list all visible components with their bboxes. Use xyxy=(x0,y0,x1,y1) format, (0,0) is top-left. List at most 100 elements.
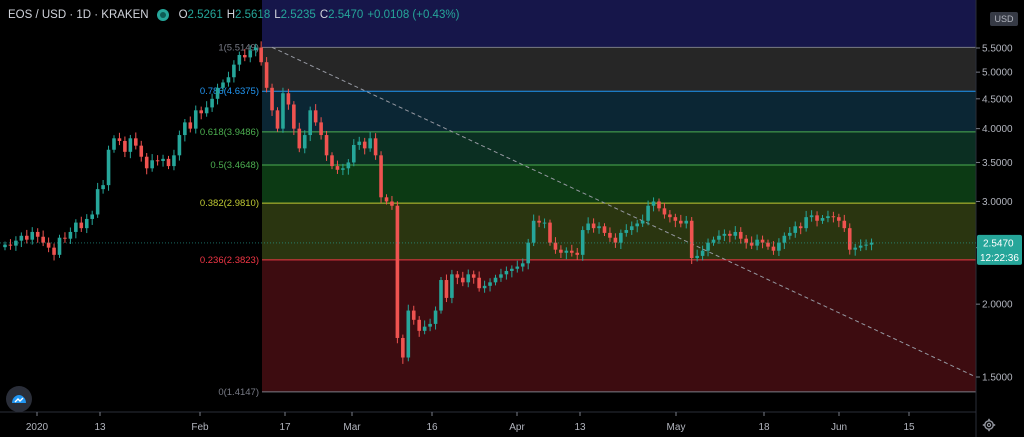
candle-body xyxy=(466,274,471,283)
tradingview-logo-icon[interactable] xyxy=(6,386,32,412)
candle-body xyxy=(101,185,105,190)
candle-body xyxy=(488,282,492,286)
candle xyxy=(466,269,471,288)
candle-body xyxy=(629,226,634,231)
candle xyxy=(406,304,411,362)
candle-body xyxy=(204,107,209,114)
candle xyxy=(264,57,269,93)
candle xyxy=(74,219,78,239)
candle-body xyxy=(243,55,247,58)
candle xyxy=(793,221,798,238)
candle xyxy=(662,202,667,219)
price-axis-bg xyxy=(976,0,1024,437)
candle-body xyxy=(302,135,307,149)
candle-body xyxy=(52,247,56,255)
candle-body xyxy=(84,218,89,229)
candle-body xyxy=(804,217,808,229)
candle-body xyxy=(777,242,781,251)
fib-band-0.236 xyxy=(262,259,976,392)
y-tick-label: 2.0000 xyxy=(982,300,1013,311)
candle xyxy=(553,237,558,254)
candle xyxy=(139,140,144,162)
candle-body xyxy=(798,226,803,229)
candle-body xyxy=(526,242,530,264)
candle xyxy=(52,243,56,261)
candle xyxy=(766,239,770,250)
fib-label-0: 0(1.4147) xyxy=(218,387,259,398)
candle xyxy=(488,278,492,292)
x-tick-label: 13 xyxy=(94,422,106,433)
currency-button[interactable]: USD xyxy=(990,12,1018,26)
candle xyxy=(232,60,236,83)
candle xyxy=(248,45,253,63)
candle xyxy=(477,271,481,292)
fib-band-0.382 xyxy=(262,203,976,260)
candle xyxy=(215,83,220,105)
candle xyxy=(237,51,242,72)
candle xyxy=(635,219,639,233)
candle-body xyxy=(210,98,214,108)
candle xyxy=(204,101,209,117)
candle-body xyxy=(510,268,514,271)
candle xyxy=(711,236,716,246)
candle-body xyxy=(8,244,13,246)
candle-body xyxy=(689,220,694,258)
candle-body xyxy=(19,235,24,241)
candle-body xyxy=(150,160,154,169)
candle xyxy=(820,215,825,224)
x-tick-label: 15 xyxy=(903,422,915,433)
x-tick-label: 13 xyxy=(574,422,586,433)
candle-body xyxy=(79,222,84,229)
candle xyxy=(689,217,694,264)
candle-body xyxy=(63,237,67,239)
x-tick-label: Mar xyxy=(343,422,361,433)
candle xyxy=(8,239,13,250)
candle-body xyxy=(504,270,509,275)
candle xyxy=(253,43,258,57)
y-tick-label: 5.5000 xyxy=(982,44,1013,55)
candle xyxy=(161,154,165,167)
candle xyxy=(183,119,187,142)
candle xyxy=(788,227,792,240)
candle xyxy=(455,270,460,285)
candle-body xyxy=(144,156,149,169)
candle-body xyxy=(548,222,552,243)
candle-body xyxy=(455,274,460,278)
candle xyxy=(444,274,449,303)
candle-body xyxy=(373,138,378,156)
symbol-title[interactable]: EOS / USD · 1D · KRAKEN xyxy=(8,9,149,21)
candle xyxy=(510,265,514,278)
fib-band-0.618 xyxy=(262,131,976,166)
candle-body xyxy=(341,168,345,170)
candle-body xyxy=(760,239,765,243)
candle xyxy=(613,233,618,248)
candle xyxy=(679,214,683,228)
price-badge-countdown: 12:22:36 xyxy=(980,253,1019,264)
candle-body xyxy=(640,220,645,224)
candle-body xyxy=(253,47,258,51)
candle xyxy=(210,93,214,112)
candle xyxy=(433,306,438,330)
candle xyxy=(188,116,193,133)
candle-body xyxy=(662,208,667,215)
y-tick-label: 4.0000 xyxy=(982,124,1013,135)
candle xyxy=(493,274,498,286)
candle xyxy=(384,194,389,205)
candle xyxy=(771,241,776,255)
candle xyxy=(46,237,51,253)
candle-body xyxy=(853,247,857,250)
candle xyxy=(199,106,203,120)
candle xyxy=(417,316,421,337)
candle-body xyxy=(95,189,100,215)
candle xyxy=(221,79,225,91)
candle xyxy=(352,139,356,167)
candle xyxy=(90,210,94,225)
candle xyxy=(717,230,721,244)
settings-gear-icon[interactable] xyxy=(982,418,996,432)
candle-body xyxy=(379,155,383,198)
candle xyxy=(368,132,372,152)
candle xyxy=(313,104,318,126)
candle-body xyxy=(586,223,590,231)
